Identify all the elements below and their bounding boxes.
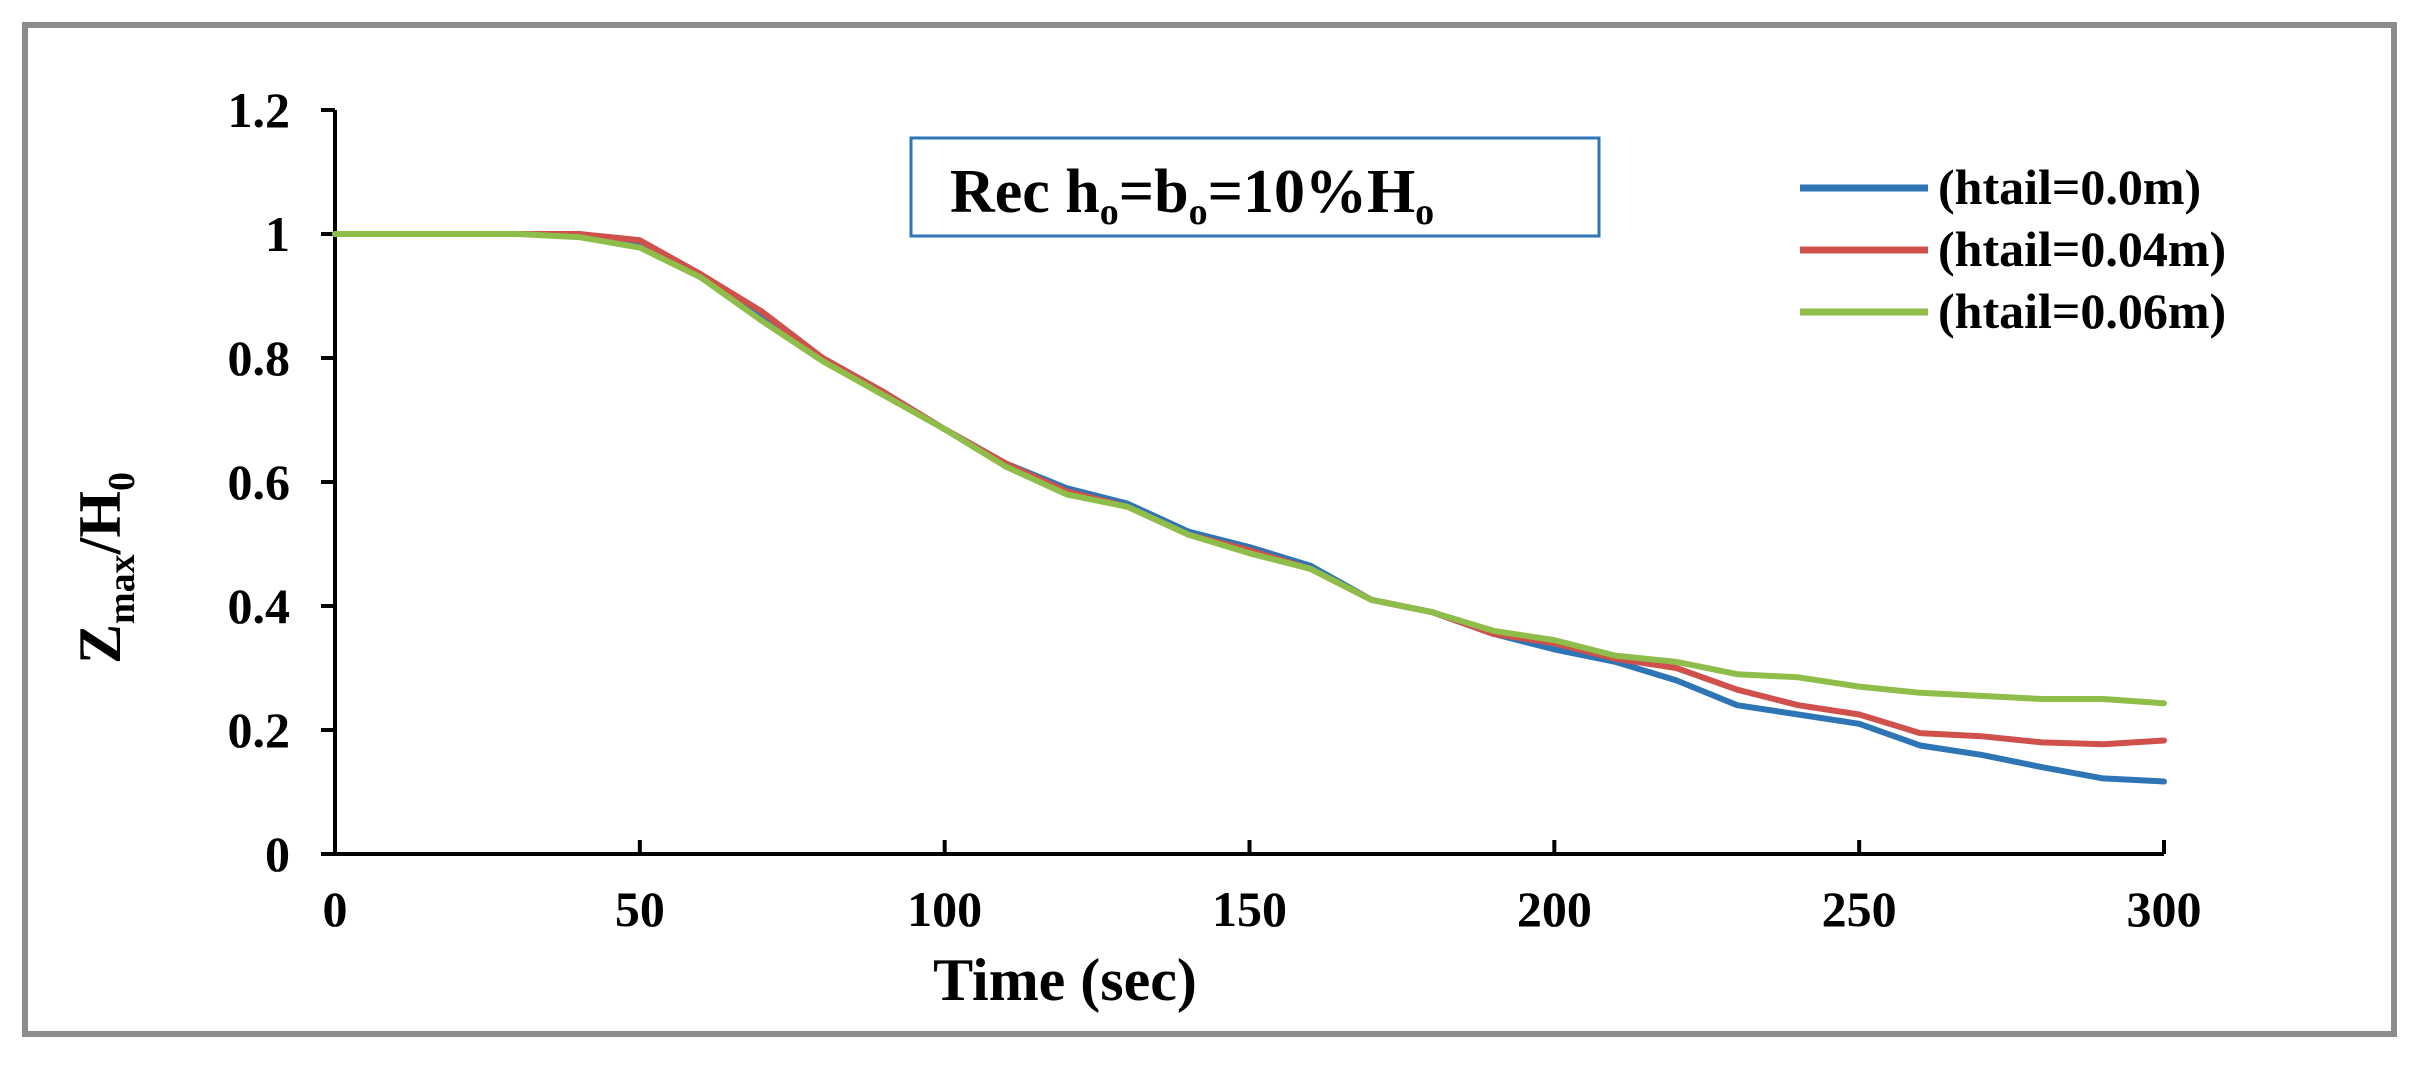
y-tick-label: 0.2	[228, 702, 291, 758]
x-tick-label: 0	[323, 881, 348, 937]
series-line-3	[332, 231, 2167, 707]
line-chart: 0 0.2 0.4 0.6 0.8 1 1.2 0 50 100 150 200 250 300 Rec…	[67, 82, 2226, 1013]
series-line-1	[332, 231, 2167, 785]
x-tick-label: 200	[1517, 881, 1592, 937]
annotation-box: Rec ho=bo=10%Ho	[909, 136, 1601, 238]
x-tick-label: 150	[1212, 881, 1287, 937]
y-tick-label: 0	[265, 826, 290, 882]
x-axis: 0 50 100 150 200 250 300	[323, 840, 2202, 937]
y-tick-label: 1	[265, 206, 290, 262]
annotation-border	[909, 136, 1601, 238]
legend: (htail=0.0m) (htail=0.04m) (htail=0.06m)	[1800, 159, 2226, 339]
legend-label-3: (htail=0.06m)	[1938, 283, 2226, 339]
x-tick-label: 250	[1822, 881, 1897, 937]
x-tick-label: 50	[615, 881, 665, 937]
series-layer	[332, 231, 2167, 785]
x-tick-label: 100	[907, 881, 982, 937]
annotation-text: Rec ho=bo=10%Ho	[950, 158, 1434, 233]
y-tick-label: 0.6	[228, 454, 291, 510]
y-tick-label: 1.2	[228, 82, 291, 138]
legend-label-1: (htail=0.0m)	[1938, 159, 2201, 215]
x-axis-title: Time (sec)	[933, 947, 1197, 1013]
legend-label-2: (htail=0.04m)	[1938, 221, 2226, 277]
y-axis-title: Zmax/H0	[67, 472, 143, 664]
x-tick-label: 300	[2127, 881, 2202, 937]
y-axis: 0 0.2 0.4 0.6 0.8 1 1.2	[228, 82, 337, 882]
y-tick-label: 0.4	[228, 578, 291, 634]
figure-frame: 0 0.2 0.4 0.6 0.8 1 1.2 0 50 100 150 200 250 300 Rec…	[22, 22, 2397, 1037]
y-tick-label: 0.8	[228, 330, 291, 386]
